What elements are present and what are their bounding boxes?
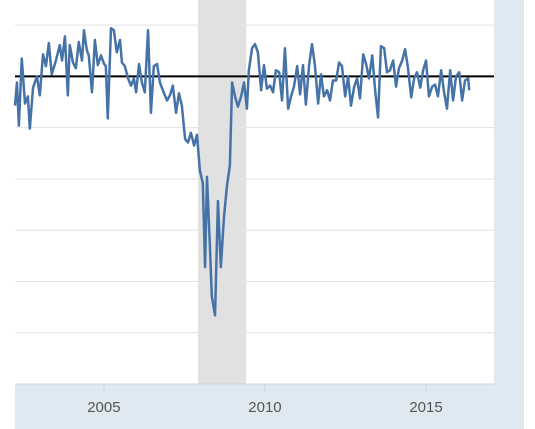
x-tick-label: 2005	[87, 399, 120, 416]
recession-shade	[197, 0, 247, 384]
data-line	[13, 26, 471, 317]
x-tick-label: 2015	[409, 399, 442, 416]
right-band	[494, 0, 524, 429]
x-axis-band	[15, 384, 494, 429]
x-tick-label: 2010	[248, 399, 281, 416]
